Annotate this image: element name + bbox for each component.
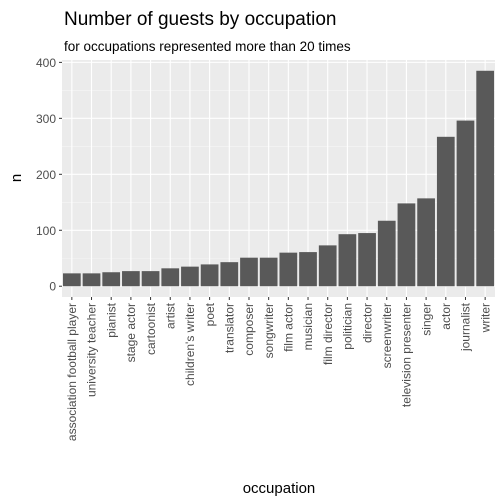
x-tick-label: musician bbox=[301, 303, 315, 350]
bar bbox=[377, 220, 396, 287]
x-tick-label: composer bbox=[242, 303, 256, 356]
bar bbox=[102, 272, 121, 287]
y-tick-label: 100 bbox=[36, 224, 56, 238]
x-tick-label: translator bbox=[222, 303, 236, 353]
x-tick-label: songwriter bbox=[262, 303, 276, 358]
y-axis: 0 100 200 300 400 bbox=[36, 56, 62, 294]
x-axis-title: occupation bbox=[243, 480, 316, 497]
bar bbox=[358, 233, 376, 287]
x-tick-label: pianist bbox=[104, 302, 118, 337]
y-tick-label: 200 bbox=[36, 168, 56, 182]
bar bbox=[141, 271, 160, 287]
chart-subtitle: for occupations represented more than 20… bbox=[64, 39, 351, 54]
bar bbox=[476, 70, 495, 287]
x-tick-label: actor bbox=[439, 303, 453, 330]
x-tick-label: television presenter bbox=[400, 303, 414, 407]
y-tick-label: 0 bbox=[49, 280, 56, 294]
x-tick-label: children's writer bbox=[183, 303, 197, 386]
bar bbox=[82, 273, 101, 287]
x-tick-label: film director bbox=[321, 303, 335, 365]
bar bbox=[436, 136, 455, 287]
x-tick-label: artist bbox=[163, 302, 177, 329]
bar bbox=[220, 262, 239, 287]
x-tick-label: screenwriter bbox=[380, 303, 394, 368]
bar bbox=[318, 245, 337, 287]
y-axis-title: n bbox=[8, 174, 25, 182]
x-tick-label: poet bbox=[203, 302, 217, 326]
bar bbox=[240, 257, 258, 287]
bar bbox=[397, 203, 416, 287]
x-tick-label: association football player bbox=[65, 303, 79, 441]
bar bbox=[122, 271, 140, 287]
x-tick-label: university teacher bbox=[85, 303, 99, 397]
y-tick-label: 300 bbox=[36, 112, 56, 126]
bar bbox=[161, 268, 180, 287]
x-tick-label: journalist bbox=[459, 302, 473, 352]
bar bbox=[259, 257, 278, 287]
x-axis: association football player university te… bbox=[65, 297, 492, 441]
chart-title: Number of guests by occupation bbox=[64, 9, 337, 30]
bar bbox=[338, 234, 357, 287]
bar bbox=[181, 266, 199, 287]
x-tick-label: singer bbox=[419, 303, 433, 336]
bar bbox=[456, 120, 475, 287]
bar bbox=[417, 198, 435, 287]
x-tick-label: writer bbox=[478, 303, 492, 333]
x-tick-label: cartoonist bbox=[144, 302, 158, 355]
bar bbox=[299, 252, 317, 287]
y-tick-label: 400 bbox=[36, 56, 56, 70]
bars bbox=[62, 70, 495, 287]
x-tick-label: film actor bbox=[282, 303, 296, 352]
bar bbox=[62, 273, 81, 287]
bar bbox=[279, 252, 298, 287]
x-tick-label: director bbox=[360, 303, 374, 343]
x-tick-label: politician bbox=[341, 303, 355, 350]
x-tick-label: stage actor bbox=[124, 303, 138, 362]
bar bbox=[200, 264, 219, 287]
